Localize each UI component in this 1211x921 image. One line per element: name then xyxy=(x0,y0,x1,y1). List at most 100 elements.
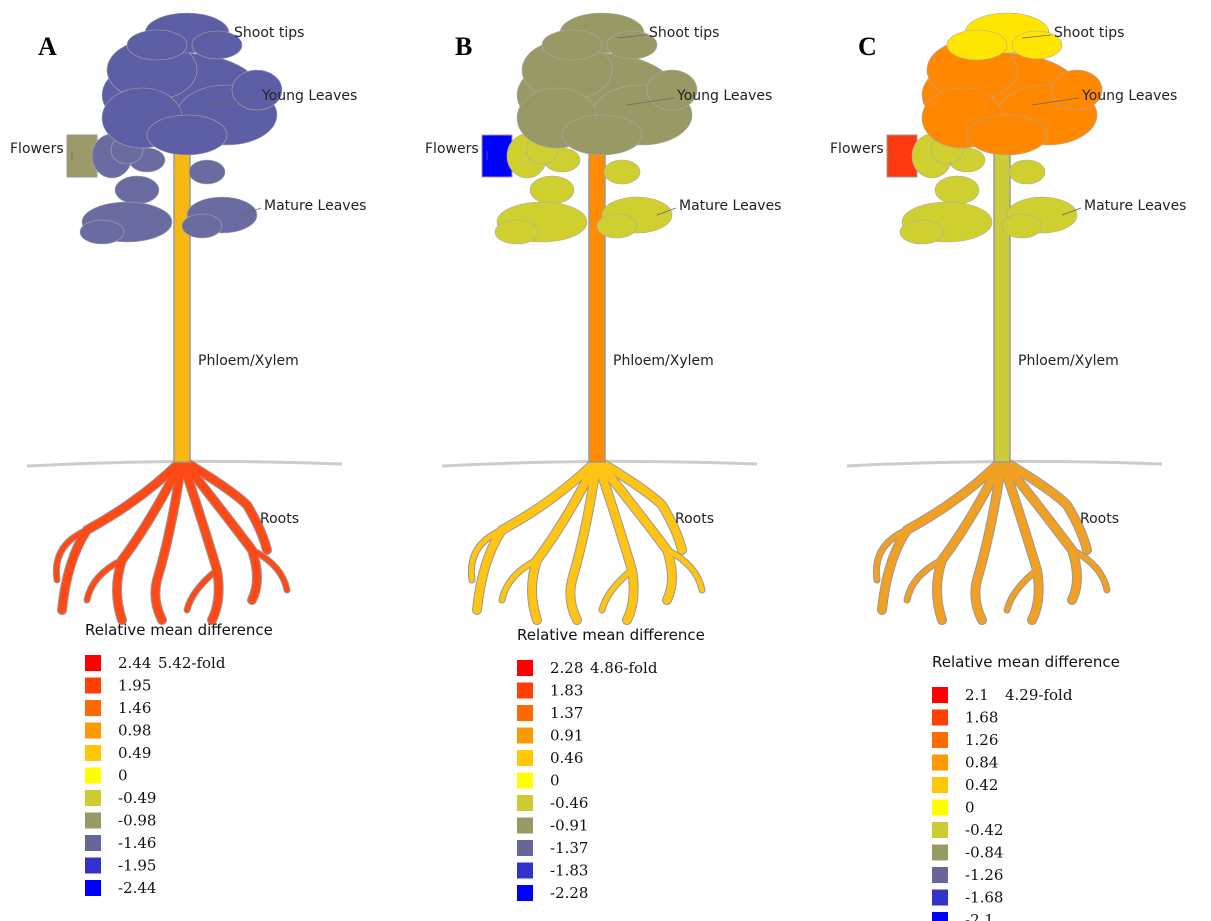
legend-value: 1.37 xyxy=(550,704,583,722)
stem xyxy=(993,149,1011,463)
legend-value: -0.98 xyxy=(118,812,156,830)
mature-leaf xyxy=(934,175,980,205)
legend-swatch xyxy=(932,687,948,703)
mature-leaf xyxy=(899,219,945,245)
legend-value: 1.46 xyxy=(118,699,151,717)
legend-fold: 4.29-fold xyxy=(1005,686,1073,704)
tissue-label: Phloem/Xylem xyxy=(198,353,299,369)
tissue-label: Young Leaves xyxy=(261,88,357,104)
shoot-tip xyxy=(126,29,188,61)
legend-swatch xyxy=(517,727,533,744)
legend-title: Relative mean difference xyxy=(85,621,273,639)
mature-leaf xyxy=(188,159,226,185)
leader xyxy=(1031,97,1080,106)
root xyxy=(593,456,686,554)
legend-value: 0.84 xyxy=(965,754,998,772)
mature-leaf xyxy=(1008,159,1046,185)
legend-swatch xyxy=(85,722,101,739)
tissue-label: Shoot tips xyxy=(234,25,304,41)
legend-swatch xyxy=(517,795,533,811)
legend-swatch xyxy=(517,705,533,721)
legend-swatch xyxy=(517,660,533,676)
panel-letter: A xyxy=(38,32,57,61)
legend-swatch xyxy=(85,835,101,851)
root xyxy=(468,527,505,583)
legend-swatch xyxy=(932,867,948,883)
panel: C Shoot tips Young Leaves Flowers Mature Lea… xyxy=(830,12,1186,921)
legend-value: 1.95 xyxy=(118,677,151,695)
mature-leaf xyxy=(114,175,160,205)
root xyxy=(599,567,635,613)
root xyxy=(53,527,90,583)
legend-swatch xyxy=(932,732,948,748)
legend-swatch xyxy=(932,822,948,838)
legend-value: 1.68 xyxy=(965,709,998,727)
legend-value: -2.44 xyxy=(118,879,156,897)
legend-value: -1.68 xyxy=(965,889,1003,907)
root xyxy=(178,456,223,624)
legend-value: 2.28 xyxy=(550,659,583,677)
root xyxy=(178,456,261,604)
mature-leaf xyxy=(529,175,575,205)
root xyxy=(998,456,1043,624)
legend-swatch xyxy=(932,912,948,921)
legend-title: Relative mean difference xyxy=(932,653,1120,671)
leader xyxy=(656,207,677,216)
panel-letter: C xyxy=(858,32,877,61)
mature-leaf xyxy=(494,219,540,245)
legend-value: -2.1 xyxy=(965,911,994,921)
root xyxy=(998,456,1091,554)
root xyxy=(113,456,186,624)
root xyxy=(593,456,676,604)
legend-value: -0.84 xyxy=(965,844,1003,862)
young-leaf xyxy=(146,114,228,156)
leader xyxy=(241,207,262,216)
root xyxy=(933,456,1006,624)
legend-swatch xyxy=(85,812,101,829)
legend-swatch xyxy=(932,844,948,861)
root xyxy=(904,557,945,603)
legend-swatch xyxy=(932,754,948,771)
panel-letter: B xyxy=(455,32,472,61)
root xyxy=(971,456,1006,624)
root xyxy=(566,456,601,624)
legend-swatch xyxy=(85,677,101,694)
root xyxy=(873,527,910,583)
legend-swatch xyxy=(85,790,101,806)
mature-leaf xyxy=(596,213,638,239)
legend-value: 0 xyxy=(965,799,975,817)
leader xyxy=(201,34,232,39)
tissue-label: Flowers xyxy=(425,141,479,157)
legend-value: -2.28 xyxy=(550,884,588,902)
root xyxy=(528,456,601,624)
legend-value: -1.83 xyxy=(550,862,588,880)
tissue-label: Mature Leaves xyxy=(264,198,366,214)
root xyxy=(499,557,540,603)
tissue-label: Phloem/Xylem xyxy=(1018,353,1119,369)
stem xyxy=(588,149,606,463)
young-leaf xyxy=(561,114,643,156)
legend-value: 1.26 xyxy=(965,731,998,749)
tissue-label: Roots xyxy=(260,511,299,527)
legend-value: -1.95 xyxy=(118,857,156,875)
tissue-label: Young Leaves xyxy=(1081,88,1177,104)
legend-swatch xyxy=(517,817,533,834)
legend-value: 2.1 xyxy=(965,686,989,704)
tissue-label: Flowers xyxy=(830,141,884,157)
legend-swatch xyxy=(85,655,101,671)
tissue-label: Roots xyxy=(675,511,714,527)
legend-swatch xyxy=(517,862,533,879)
root xyxy=(1069,547,1110,593)
tissue-label: Mature Leaves xyxy=(679,198,781,214)
root xyxy=(593,456,638,624)
shoot-tip xyxy=(946,29,1008,61)
leader xyxy=(1061,207,1082,216)
legend-swatch xyxy=(932,709,948,726)
legend-swatch xyxy=(517,772,533,789)
legend-swatch xyxy=(932,889,948,906)
root xyxy=(184,567,220,613)
legend-value: -0.49 xyxy=(118,789,156,807)
legend-value: 0.49 xyxy=(118,744,151,762)
legend-value: -1.26 xyxy=(965,866,1003,884)
